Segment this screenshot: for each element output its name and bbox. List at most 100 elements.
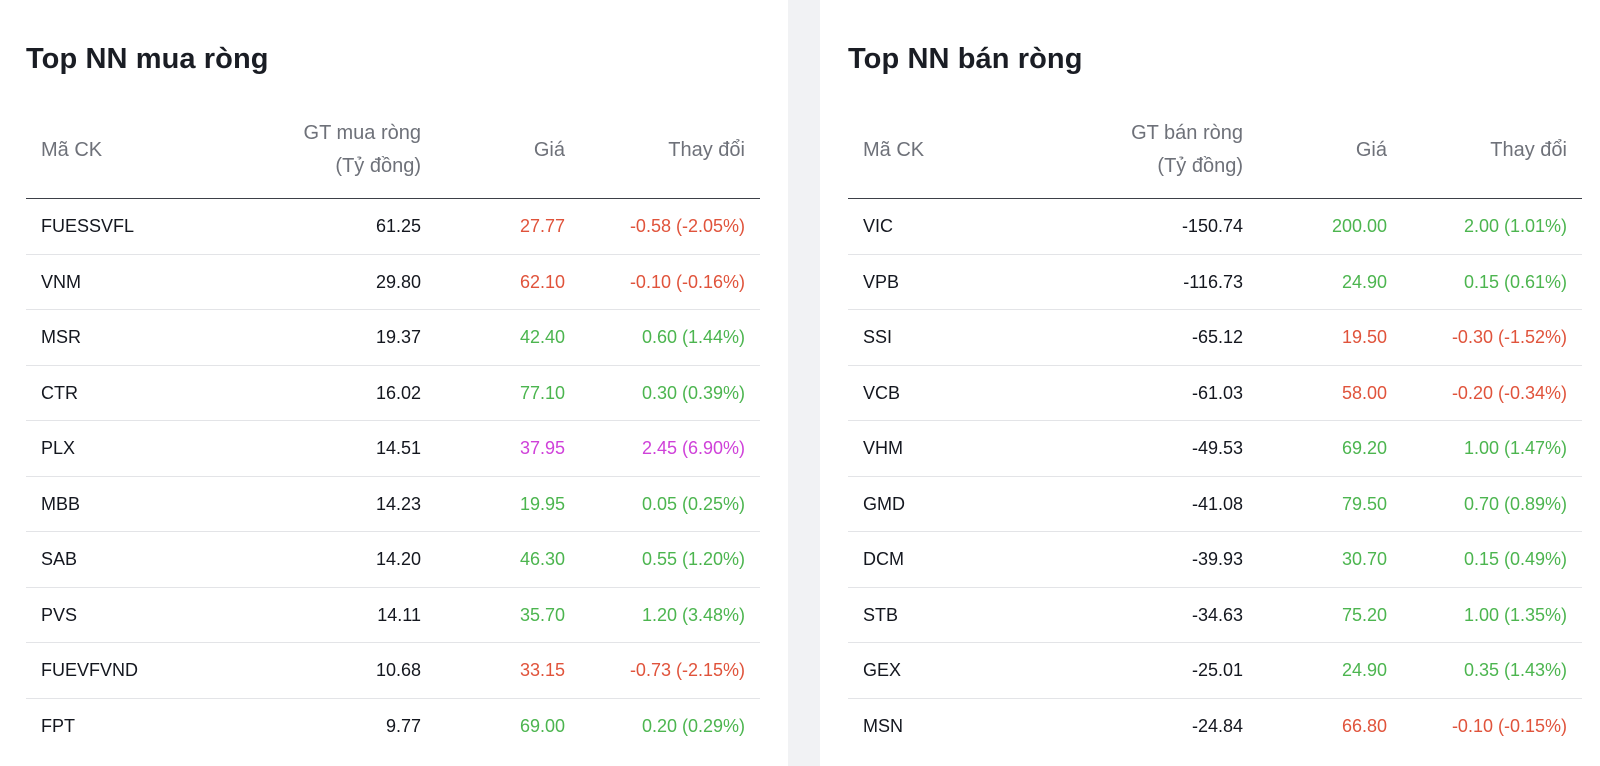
- price-change: 0.15 (0.49%): [1463, 549, 1567, 569]
- stock-code[interactable]: FUESSVFL: [41, 216, 135, 236]
- price: 66.80: [1341, 715, 1387, 736]
- table-row[interactable]: FPT 9.77 69.00 0.20 (0.29%): [26, 699, 760, 754]
- stock-code[interactable]: VCB: [863, 382, 901, 403]
- table-row[interactable]: VIC -150.74 200.00 2.00 (1.01%): [848, 199, 1582, 255]
- price-change: 0.55 (1.20%): [641, 549, 745, 569]
- net-value: -41.08: [1191, 493, 1243, 514]
- column-header-change: Thay đổi: [1490, 139, 1567, 161]
- stock-code[interactable]: PVS: [41, 604, 78, 625]
- net-value: -34.63: [1191, 604, 1243, 625]
- stock-code[interactable]: PLX: [41, 438, 76, 458]
- price-change: 1.00 (1.47%): [1463, 438, 1567, 458]
- column-header-value-line1: GT mua ròng: [303, 122, 421, 144]
- net-value: 14.51: [375, 438, 421, 458]
- column-header-net-sell-value: GT bán ròng (Tỷ đồng): [1131, 117, 1243, 183]
- column-header-value-line1: GT bán ròng: [1131, 122, 1243, 144]
- net-value: 16.02: [375, 382, 421, 403]
- stock-code[interactable]: MSN: [863, 715, 903, 736]
- price-change: 0.35 (1.43%): [1463, 660, 1567, 680]
- column-header-net-buy-value: GT mua ròng (Tỷ đồng): [304, 117, 421, 183]
- table-row[interactable]: FUEVFVND 10.68 33.15 -0.73 (-2.15%): [26, 643, 760, 699]
- table-row[interactable]: MSN -24.84 66.80 -0.10 (-0.15%): [848, 699, 1582, 754]
- table-row[interactable]: VPB -116.73 24.90 0.15 (0.61%): [848, 255, 1582, 310]
- price: 24.90: [1341, 271, 1387, 292]
- price-change: 1.20 (3.48%): [641, 604, 745, 625]
- net-value: 14.11: [377, 604, 421, 625]
- stock-code[interactable]: VPB: [863, 271, 900, 292]
- net-value: -49.53: [1191, 438, 1243, 458]
- net-value: 19.37: [375, 327, 421, 347]
- table-row[interactable]: PVS 14.11 35.70 1.20 (3.48%): [26, 588, 760, 643]
- price: 33.15: [519, 660, 565, 680]
- price-change: -0.20 (-0.34%): [1451, 382, 1567, 403]
- price-change: 0.70 (0.89%): [1463, 493, 1567, 514]
- stock-code[interactable]: FPT: [41, 715, 75, 736]
- table-row[interactable]: CTR 16.02 77.10 0.30 (0.39%): [26, 366, 760, 421]
- net-value: -150.74: [1181, 216, 1243, 236]
- price-change: -0.58 (-2.05%): [629, 216, 745, 236]
- stock-code[interactable]: GEX: [863, 660, 902, 680]
- price: 69.00: [519, 715, 565, 736]
- price: 27.77: [519, 216, 565, 236]
- table-body: FUESSVFL 61.25 27.77 -0.58 (-2.05%) VNM 29.80…: [26, 199, 760, 753]
- stock-code[interactable]: FUEVFVND: [41, 660, 139, 680]
- column-header-price: Giá: [1355, 139, 1387, 161]
- table-row[interactable]: MBB 14.23 19.95 0.05 (0.25%): [26, 477, 760, 532]
- table-row[interactable]: VHM -49.53 69.20 1.00 (1.47%): [848, 421, 1582, 477]
- net-value: -116.73: [1183, 271, 1243, 292]
- column-header-code: Mã CK: [863, 139, 925, 161]
- price-change: -0.73 (-2.15%): [629, 660, 745, 680]
- table-row[interactable]: VNM 29.80 62.10 -0.10 (-0.16%): [26, 255, 760, 310]
- price-change: 0.30 (0.39%): [641, 382, 745, 403]
- price: 42.40: [519, 327, 565, 347]
- table-row[interactable]: PLX 14.51 37.95 2.45 (6.90%): [26, 421, 760, 477]
- price: 46.30: [519, 549, 565, 569]
- stock-code[interactable]: SAB: [41, 549, 78, 569]
- price-change: 0.15 (0.61%): [1463, 271, 1567, 292]
- net-value: -39.93: [1191, 549, 1243, 569]
- price: 24.90: [1341, 660, 1387, 680]
- price-change: 2.00 (1.01%): [1463, 216, 1567, 236]
- panel-title: Top NN mua ròng: [26, 43, 269, 75]
- column-header-price: Giá: [533, 139, 565, 161]
- price: 62.10: [519, 271, 565, 292]
- stock-code[interactable]: MSR: [41, 327, 81, 347]
- column-header-value-line2: (Tỷ đồng): [1157, 155, 1243, 177]
- price: 37.95: [519, 438, 565, 458]
- top-net-buy-panel: Top NN mua ròng Mã CK GT mua ròng (Tỷ đồ…: [0, 0, 788, 766]
- table-row[interactable]: DCM -39.93 30.70 0.15 (0.49%): [848, 532, 1582, 588]
- table-header: Mã CK GT mua ròng (Tỷ đồng) Giá Thay đổi: [26, 112, 760, 199]
- table-row[interactable]: VCB -61.03 58.00 -0.20 (-0.34%): [848, 366, 1582, 421]
- stock-code[interactable]: VIC: [863, 216, 894, 236]
- price: 77.10: [519, 382, 565, 403]
- table-row[interactable]: STB -34.63 75.20 1.00 (1.35%): [848, 588, 1582, 643]
- price: 19.50: [1341, 327, 1387, 347]
- table-row[interactable]: GMD -41.08 79.50 0.70 (0.89%): [848, 477, 1582, 532]
- table-header: Mã CK GT bán ròng (Tỷ đồng) Giá Thay đổi: [848, 112, 1582, 199]
- panel-title: Top NN bán ròng: [848, 43, 1083, 75]
- price-change: 2.45 (6.90%): [641, 438, 745, 458]
- price-change: 0.60 (1.44%): [641, 327, 745, 347]
- price: 58.00: [1341, 382, 1387, 403]
- net-value: -61.03: [1191, 382, 1243, 403]
- net-value: 10.68: [375, 660, 421, 680]
- column-header-change: Thay đổi: [668, 139, 745, 161]
- stock-code[interactable]: SSI: [863, 327, 893, 347]
- net-value: -24.84: [1191, 715, 1243, 736]
- net-value: 29.80: [375, 271, 421, 292]
- stock-code[interactable]: DCM: [863, 549, 904, 569]
- stock-code[interactable]: VHM: [863, 438, 903, 458]
- stock-code[interactable]: MBB: [41, 493, 81, 514]
- table-row[interactable]: SAB 14.20 46.30 0.55 (1.20%): [26, 532, 760, 588]
- net-value: 9.77: [385, 715, 421, 736]
- table-row[interactable]: GEX -25.01 24.90 0.35 (1.43%): [848, 643, 1582, 699]
- table-row[interactable]: FUESSVFL 61.25 27.77 -0.58 (-2.05%): [26, 199, 760, 255]
- net-value: 61.25: [375, 216, 421, 236]
- stock-code[interactable]: CTR: [41, 382, 78, 403]
- stock-code[interactable]: VNM: [41, 271, 81, 292]
- table-row[interactable]: MSR 19.37 42.40 0.60 (1.44%): [26, 310, 760, 366]
- stock-code[interactable]: GMD: [863, 493, 905, 514]
- stock-code[interactable]: STB: [863, 604, 899, 625]
- price-change: -0.10 (-0.15%): [1451, 715, 1567, 736]
- table-row[interactable]: SSI -65.12 19.50 -0.30 (-1.52%): [848, 310, 1582, 366]
